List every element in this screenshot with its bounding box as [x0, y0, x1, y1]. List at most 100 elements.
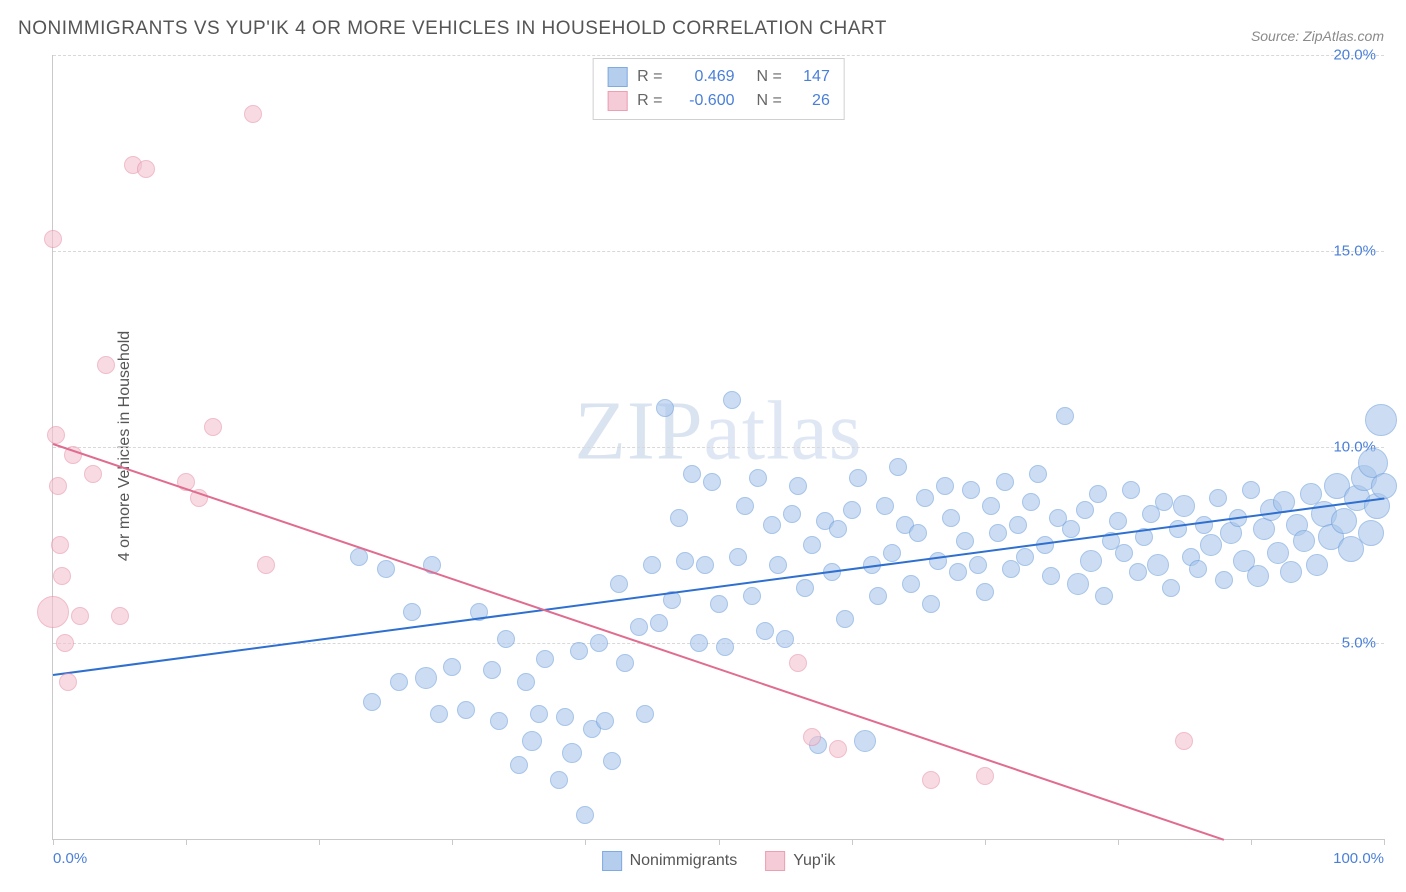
data-point — [596, 712, 614, 730]
data-point — [989, 524, 1007, 542]
data-point — [803, 728, 821, 746]
legend-label: Nonimmigrants — [630, 852, 738, 870]
data-point — [47, 426, 65, 444]
data-point — [517, 673, 535, 691]
chart-plot-area: ZIPatlas R =0.469N =147R =-0.600N =26 No… — [52, 55, 1384, 840]
y-tick-label: 20.0% — [1333, 47, 1376, 64]
data-point — [415, 667, 437, 689]
data-point — [922, 771, 940, 789]
data-point — [1200, 534, 1222, 556]
data-point — [97, 356, 115, 374]
x-tick — [319, 839, 320, 845]
data-point — [843, 501, 861, 519]
data-point — [610, 575, 628, 593]
data-point — [936, 477, 954, 495]
data-point — [1365, 404, 1397, 436]
x-tick — [852, 839, 853, 845]
data-point — [763, 516, 781, 534]
data-point — [962, 481, 980, 499]
data-point — [71, 607, 89, 625]
data-point — [889, 458, 907, 476]
legend-stat-row: R =-0.600N =26 — [607, 89, 830, 113]
data-point — [1076, 501, 1094, 519]
data-point — [430, 705, 448, 723]
data-point — [803, 536, 821, 554]
data-point — [1016, 548, 1034, 566]
stat-r-label: R = — [637, 89, 662, 113]
data-point — [876, 497, 894, 515]
data-point — [1209, 489, 1227, 507]
data-point — [590, 634, 608, 652]
gridline — [53, 447, 1384, 448]
x-tick — [1384, 839, 1385, 845]
data-point — [1189, 560, 1207, 578]
data-point — [1009, 516, 1027, 534]
data-point — [783, 505, 801, 523]
data-point — [1173, 495, 1195, 517]
data-point — [51, 536, 69, 554]
data-point — [729, 548, 747, 566]
data-point — [1215, 571, 1233, 589]
data-point — [1293, 530, 1315, 552]
data-point — [854, 730, 876, 752]
watermark: ZIPatlas — [575, 383, 863, 480]
data-point — [829, 520, 847, 538]
data-point — [643, 556, 661, 574]
y-tick-label: 15.0% — [1333, 243, 1376, 260]
legend-swatch — [602, 851, 622, 871]
data-point — [723, 391, 741, 409]
x-tick — [1118, 839, 1119, 845]
legend-stats-box: R =0.469N =147R =-0.600N =26 — [592, 58, 845, 120]
data-point — [736, 497, 754, 515]
data-point — [603, 752, 621, 770]
data-point — [49, 477, 67, 495]
data-point — [377, 560, 395, 578]
data-point — [457, 701, 475, 719]
data-point — [1358, 520, 1384, 546]
data-point — [403, 603, 421, 621]
x-tick-max: 100.0% — [1333, 850, 1384, 867]
data-point — [59, 673, 77, 691]
y-tick-label: 5.0% — [1342, 635, 1376, 652]
legend-swatch — [765, 851, 785, 871]
x-tick — [186, 839, 187, 845]
data-point — [1022, 493, 1040, 511]
gridline — [53, 55, 1384, 56]
data-point — [570, 642, 588, 660]
x-tick — [585, 839, 586, 845]
data-point — [616, 654, 634, 672]
x-tick — [1251, 839, 1252, 845]
data-point — [550, 771, 568, 789]
data-point — [363, 693, 381, 711]
legend-item: Nonimmigrants — [602, 851, 738, 871]
data-point — [56, 634, 74, 652]
data-point — [490, 712, 508, 730]
stat-r-value: 0.469 — [675, 65, 735, 89]
data-point — [1175, 732, 1193, 750]
data-point — [137, 160, 155, 178]
data-point — [1095, 587, 1113, 605]
data-point — [443, 658, 461, 676]
data-point — [1280, 561, 1302, 583]
stat-n-value: 147 — [794, 65, 830, 89]
chart-title: NONIMMIGRANTS VS YUP'IK 4 OR MORE VEHICL… — [18, 18, 887, 40]
data-point — [1109, 512, 1127, 530]
data-point — [53, 567, 71, 585]
data-point — [690, 634, 708, 652]
data-point — [1267, 542, 1289, 564]
data-point — [696, 556, 714, 574]
data-point — [1253, 518, 1275, 540]
data-point — [703, 473, 721, 491]
data-point — [756, 622, 774, 640]
data-point — [522, 731, 542, 751]
x-tick — [452, 839, 453, 845]
data-point — [883, 544, 901, 562]
data-point — [949, 563, 967, 581]
data-point — [483, 661, 501, 679]
legend-label: Yup'ik — [793, 852, 835, 870]
data-point — [1062, 520, 1080, 538]
data-point — [1080, 550, 1102, 572]
data-point — [530, 705, 548, 723]
data-point — [1371, 473, 1397, 499]
data-point — [536, 650, 554, 668]
